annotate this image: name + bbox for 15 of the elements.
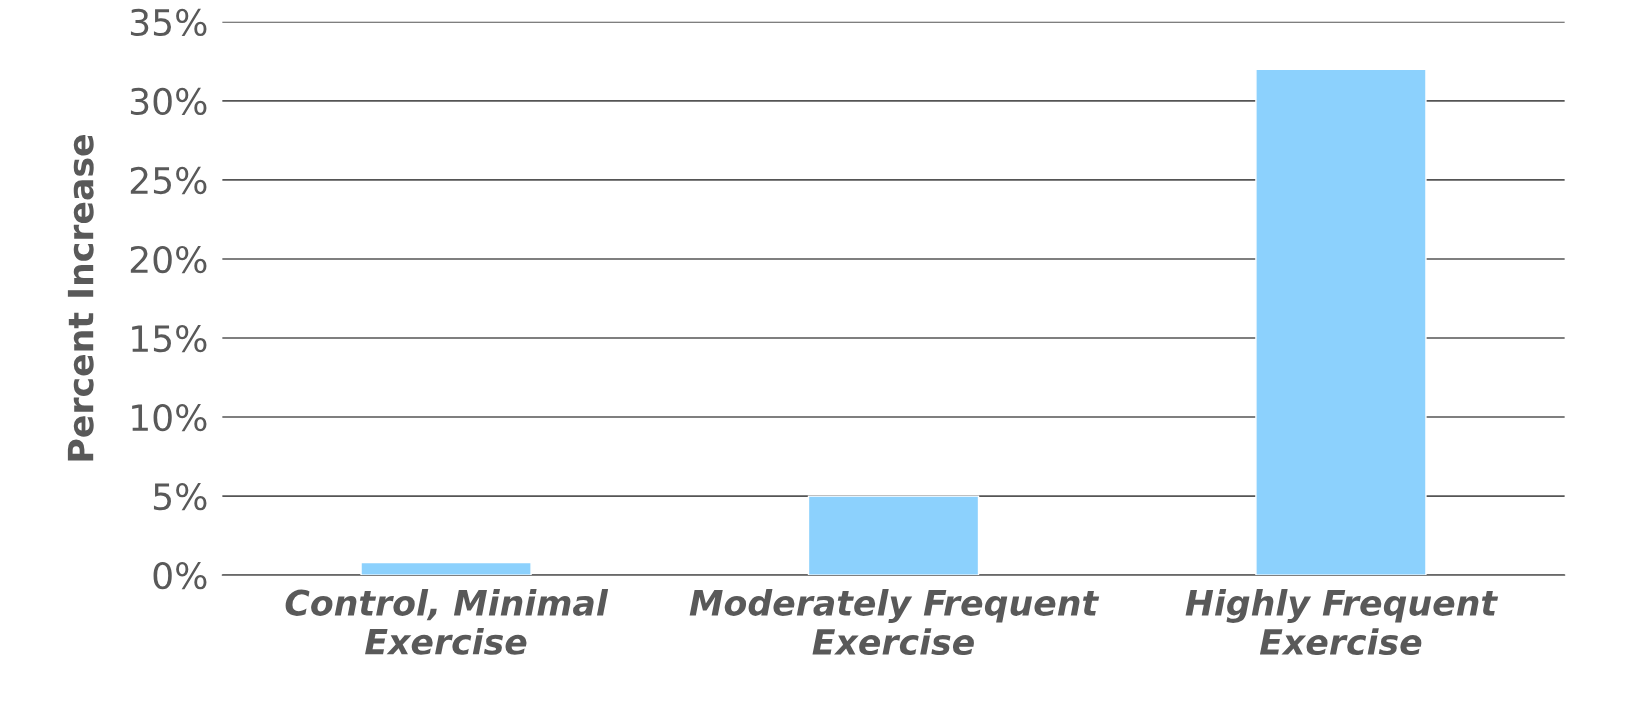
y-tick-label: 10% bbox=[132, 403, 207, 432]
x-tick-label: Moderately Frequent Exercise bbox=[689, 589, 1100, 656]
bar bbox=[807, 495, 980, 576]
y-tick-label: 35% bbox=[130, 8, 207, 37]
y-tick-label: 30% bbox=[130, 87, 207, 116]
x-tick-label: Control, Minimal Exercise bbox=[285, 589, 609, 655]
x-tick-label: Highly Frequent Exercise bbox=[1185, 589, 1499, 656]
y-axis-title: Percent Increase bbox=[67, 135, 94, 461]
y-tick-label: 20% bbox=[130, 245, 207, 274]
bar bbox=[360, 561, 532, 576]
y-tick-label: 0% bbox=[153, 562, 207, 590]
y-tick-label: 25% bbox=[130, 166, 207, 195]
y-tick-label: 15% bbox=[132, 324, 207, 353]
y-tick-label: 5% bbox=[153, 483, 207, 511]
bar bbox=[1255, 68, 1427, 576]
